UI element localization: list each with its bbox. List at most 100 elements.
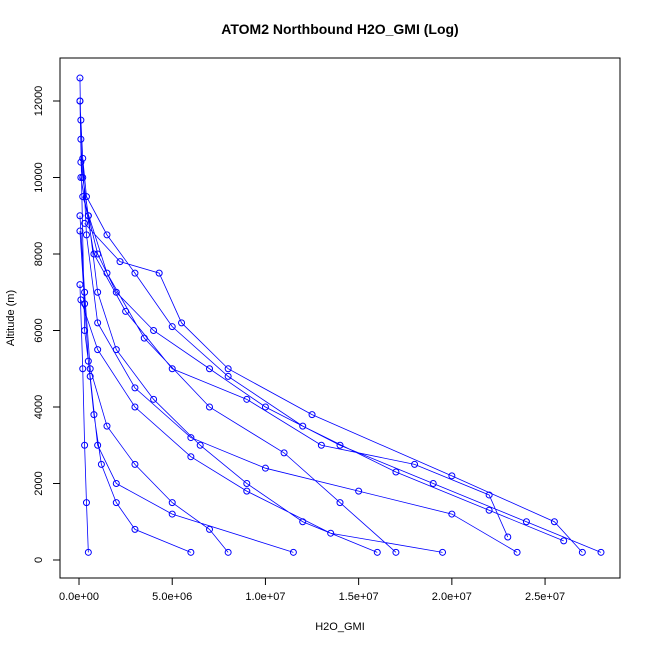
point — [578, 548, 586, 556]
point — [243, 479, 251, 487]
point — [299, 422, 307, 430]
point — [280, 449, 288, 457]
point — [299, 518, 307, 526]
point — [550, 518, 558, 526]
point — [373, 548, 381, 556]
point — [206, 525, 214, 533]
point — [522, 518, 530, 526]
x-tick-label: 1.5e+07 — [339, 591, 379, 603]
point — [289, 548, 297, 556]
point — [196, 441, 204, 449]
point — [86, 365, 94, 373]
point — [76, 74, 84, 82]
point — [411, 460, 419, 468]
y-tick-label: 2000 — [33, 471, 45, 495]
x-tick-label: 1.0e+07 — [245, 591, 285, 603]
point — [94, 441, 102, 449]
x-tick-label: 2.0e+07 — [432, 591, 472, 603]
point — [103, 231, 111, 239]
y-axis-label: Altitude (m) — [5, 290, 17, 346]
point — [187, 548, 195, 556]
point — [224, 548, 232, 556]
point — [94, 346, 102, 354]
point — [84, 548, 92, 556]
point — [155, 269, 163, 277]
x-axis-label: H2O_GMI — [315, 621, 365, 633]
point — [103, 269, 111, 277]
point — [82, 193, 90, 201]
point — [81, 326, 89, 334]
point — [336, 499, 344, 507]
y-tick-label: 0 — [33, 557, 45, 563]
point — [168, 510, 176, 518]
point — [77, 296, 85, 304]
point — [140, 334, 148, 342]
point — [448, 510, 456, 518]
point — [81, 441, 89, 449]
point — [122, 307, 130, 315]
point — [112, 499, 120, 507]
point — [261, 403, 269, 411]
point — [187, 434, 195, 442]
point — [76, 212, 84, 220]
point — [77, 158, 85, 166]
point — [97, 460, 105, 468]
point — [150, 326, 158, 334]
point — [76, 281, 84, 289]
point — [168, 365, 176, 373]
point — [224, 365, 232, 373]
point — [224, 372, 232, 380]
point — [206, 403, 214, 411]
point — [82, 231, 90, 239]
y-tick-label: 8000 — [33, 242, 45, 266]
x-tick-label: 2.5e+07 — [525, 591, 565, 603]
point — [77, 173, 85, 181]
point — [429, 479, 437, 487]
point — [261, 464, 269, 472]
point — [504, 533, 512, 541]
point — [84, 212, 92, 220]
point — [131, 460, 139, 468]
y-tick-label: 6000 — [33, 318, 45, 342]
point — [243, 487, 251, 495]
point — [76, 97, 84, 105]
point — [317, 441, 325, 449]
point — [131, 403, 139, 411]
point — [94, 250, 102, 258]
y-tick-label: 4000 — [33, 395, 45, 419]
point — [82, 499, 90, 507]
point — [131, 384, 139, 392]
point — [178, 319, 186, 327]
point — [131, 269, 139, 277]
point — [112, 288, 120, 296]
y-tick-label: 10000 — [33, 162, 45, 193]
plot-frame — [59, 57, 621, 579]
y-tick-label: 12000 — [33, 86, 45, 117]
point — [327, 529, 335, 537]
point — [355, 487, 363, 495]
point — [187, 453, 195, 461]
point — [392, 548, 400, 556]
point — [206, 365, 214, 373]
point — [79, 365, 87, 373]
point — [103, 422, 111, 430]
point — [513, 548, 521, 556]
point — [76, 227, 84, 235]
point — [150, 395, 158, 403]
point — [131, 525, 139, 533]
point — [86, 372, 94, 380]
point — [79, 193, 87, 201]
x-tick-label: 5.0e+06 — [152, 591, 192, 603]
point — [116, 258, 124, 266]
x-tick-label: 0.0e+00 — [59, 591, 99, 603]
point — [94, 288, 102, 296]
point — [168, 323, 176, 331]
point — [81, 219, 89, 227]
point — [77, 135, 85, 143]
point — [112, 479, 120, 487]
point — [79, 154, 87, 162]
point — [597, 548, 605, 556]
point — [90, 250, 98, 258]
point — [90, 411, 98, 419]
